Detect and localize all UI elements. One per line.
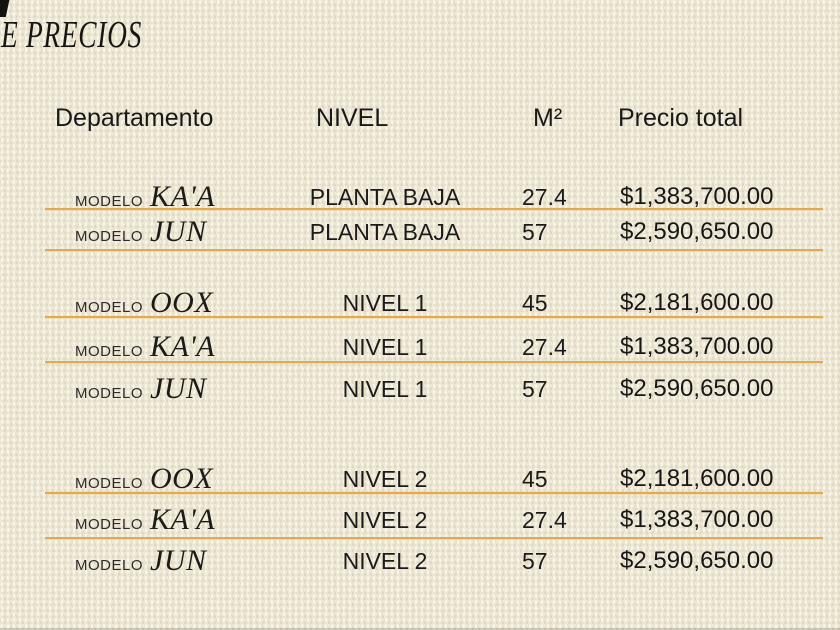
column-header-departamento: Departamento	[55, 104, 214, 132]
column-header-precio-total: Precio total	[618, 104, 744, 132]
model-cell: MODELO OOX	[75, 286, 295, 320]
column-header-nivel: NIVEL	[316, 104, 389, 132]
modelo-label: MODELO	[75, 193, 144, 210]
m2-cell: 27.4	[522, 333, 567, 360]
model-name: OOX	[150, 286, 214, 319]
table-row: MODELO OOX NIVEL 1 45 $2,181,600.00	[0, 285, 840, 321]
precio-cell: $1,383,700.00	[620, 183, 774, 210]
table-row: MODELO JUN PLANTA BAJA 57 $2,590,650.00	[0, 214, 840, 250]
modelo-label: MODELO	[75, 475, 144, 492]
row-divider	[45, 361, 823, 363]
m2-cell: 27.4	[522, 506, 567, 533]
table-row: MODELO OOX NIVEL 2 45 $2,181,600.00	[0, 461, 840, 497]
model-name: OOX	[150, 462, 214, 495]
modelo-label: MODELO	[75, 516, 144, 533]
row-divider	[45, 208, 823, 210]
modelo-label: MODELO	[75, 557, 144, 574]
nivel-cell: NIVEL 2	[342, 506, 428, 533]
row-divider	[45, 537, 823, 539]
m2-cell: 57	[522, 218, 548, 245]
model-cell: MODELO JUN	[75, 372, 295, 406]
row-divider	[45, 316, 823, 318]
row-divider	[45, 249, 823, 251]
precio-cell: $1,383,700.00	[620, 506, 774, 533]
column-header-m2: M²	[533, 104, 563, 132]
table-row: MODELO JUN NIVEL 2 57 $2,590,650.00	[0, 543, 840, 579]
model-cell: MODELO OOX	[75, 462, 295, 496]
m2-cell: 45	[522, 289, 548, 316]
m2-cell: 57	[522, 375, 548, 402]
model-name: KA'A	[150, 180, 216, 213]
m2-cell: 57	[522, 547, 548, 574]
precio-cell: $2,590,650.00	[620, 547, 774, 574]
precio-cell: $2,590,650.00	[620, 218, 774, 245]
modelo-label: MODELO	[75, 228, 144, 245]
model-name: JUN	[150, 372, 207, 405]
modelo-label: MODELO	[75, 343, 144, 360]
table-row: MODELO JUN NIVEL 1 57 $2,590,650.00	[0, 371, 840, 407]
nivel-cell: NIVEL 1	[342, 333, 428, 360]
model-cell: MODELO KA'A	[75, 503, 295, 537]
m2-cell: 45	[522, 465, 548, 492]
modelo-label: MODELO	[75, 385, 144, 402]
nivel-cell: PLANTA BAJA	[309, 183, 461, 210]
nivel-cell: NIVEL 1	[342, 375, 428, 402]
precio-cell: $1,383,700.00	[620, 333, 774, 360]
precio-cell: $2,181,600.00	[620, 289, 774, 316]
nivel-cell: NIVEL 2	[342, 465, 428, 492]
model-cell: MODELO JUN	[75, 544, 295, 578]
precio-cell: $2,590,650.00	[620, 375, 774, 402]
nivel-cell: PLANTA BAJA	[309, 218, 461, 245]
model-name: KA'A	[150, 503, 216, 536]
nivel-cell: NIVEL 1	[342, 289, 428, 316]
row-divider	[45, 492, 823, 494]
model-cell: MODELO JUN	[75, 215, 295, 249]
precio-cell: $2,181,600.00	[620, 465, 774, 492]
nivel-cell: NIVEL 2	[342, 547, 428, 574]
m2-cell: 27.4	[522, 183, 567, 210]
modelo-label: MODELO	[75, 299, 144, 316]
page-title: E PRECIOS	[1, 14, 142, 56]
model-name: JUN	[150, 215, 207, 248]
table-row: MODELO KA'A NIVEL 2 27.4 $1,383,700.00	[0, 502, 840, 538]
table-row: MODELO KA'A PLANTA BAJA 27.4 $1,383,700.…	[0, 179, 840, 215]
model-name: KA'A	[150, 330, 216, 363]
table-row: MODELO KA'A NIVEL 1 27.4 $1,383,700.00	[0, 329, 840, 365]
model-cell: MODELO KA'A	[75, 330, 295, 364]
table-header-row: Departamento NIVEL M² Precio total	[0, 104, 840, 138]
model-cell: MODELO KA'A	[75, 180, 295, 214]
model-name: JUN	[150, 544, 207, 577]
